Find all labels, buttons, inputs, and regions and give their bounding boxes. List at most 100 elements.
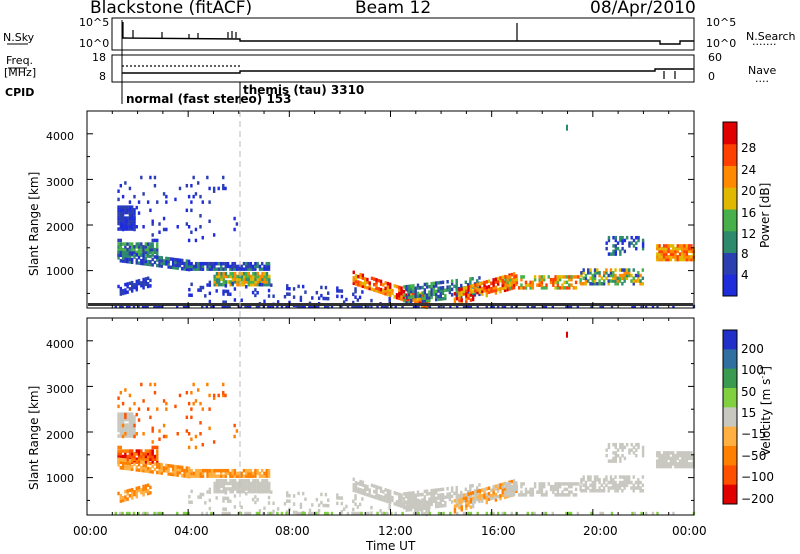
power-pixel — [231, 274, 235, 279]
velocity-pixel — [236, 481, 239, 486]
velocity-pixel — [231, 484, 235, 488]
power-pixel — [146, 276, 150, 281]
power-pixel — [174, 263, 177, 267]
velocity-pixel — [605, 453, 608, 458]
power-pixel — [151, 250, 154, 255]
power-pixel — [441, 280, 445, 285]
velocity-pixel — [458, 505, 461, 510]
power-pixel — [441, 296, 445, 301]
velocity-pixel — [674, 462, 677, 466]
velocity-pixel — [128, 417, 132, 422]
velocity-pixel — [582, 475, 585, 479]
power-pixel — [540, 286, 544, 290]
power-pixel — [121, 194, 125, 199]
velocity-pixel — [258, 471, 262, 476]
power-pixel — [685, 244, 689, 248]
power-pixel — [286, 284, 289, 288]
power-pixel — [133, 221, 136, 226]
power-pixel — [133, 216, 136, 221]
velocity-pixel — [637, 480, 640, 485]
velocity-pixel — [485, 500, 488, 505]
power-pixel — [156, 250, 159, 255]
power-pixel — [487, 287, 491, 292]
velocity-pixel — [201, 407, 204, 411]
velocity-pixel — [635, 448, 638, 452]
power-pixel — [551, 304, 555, 309]
velocity-pixel — [208, 393, 211, 398]
power-pixel — [609, 268, 613, 272]
velocity-pixel — [124, 452, 127, 456]
velocity-pixel — [317, 508, 321, 513]
power-pixel — [231, 267, 234, 271]
power-pixel — [146, 259, 150, 264]
power-pixel — [131, 227, 134, 231]
power-pixel — [178, 258, 182, 262]
velocity-pixel — [366, 493, 369, 497]
power-pixel — [577, 275, 580, 279]
velocity-pixel — [153, 390, 157, 395]
velocity-pixel — [155, 511, 158, 516]
power-pixel — [352, 281, 355, 286]
power-pixel — [474, 288, 477, 293]
power-pixel — [314, 304, 318, 309]
power-pixel — [405, 295, 408, 300]
velocity-pixel — [425, 505, 429, 510]
power-pixel — [156, 247, 159, 252]
velocity-pixel — [162, 468, 166, 473]
power-pixel — [450, 287, 454, 292]
velocity-pixel — [117, 404, 120, 409]
power-pixel — [208, 280, 212, 285]
power-pixel — [366, 277, 369, 282]
power-pixel — [261, 280, 264, 284]
velocity-pixel — [142, 460, 145, 465]
power-pixel — [119, 259, 123, 263]
velocity-pixel — [628, 451, 631, 455]
power-pixel — [683, 246, 686, 251]
power-pixel — [117, 250, 120, 255]
power-pixel — [478, 276, 481, 280]
power-pixel — [176, 260, 179, 265]
power-pixel — [254, 261, 257, 266]
power-pixel — [625, 268, 629, 272]
velocity-pixel — [456, 503, 459, 508]
power-pixel — [421, 285, 424, 290]
power-pixel — [261, 283, 264, 287]
power-pixel — [181, 266, 184, 271]
velocity-pixel — [124, 498, 127, 502]
power-pixel — [247, 261, 250, 266]
velocity-pixel — [504, 490, 507, 494]
velocity-pixel — [416, 498, 420, 503]
velocity-pixel — [605, 448, 608, 452]
power-pixel — [121, 304, 124, 309]
power-pixel — [151, 263, 154, 267]
power-pixel — [359, 275, 362, 280]
velocity-pixel — [114, 511, 117, 516]
power-pixel — [481, 289, 484, 294]
velocity-pixel — [377, 485, 381, 490]
velocity-pixel — [379, 494, 383, 499]
velocity-pixel — [298, 511, 302, 516]
velocity-pixel — [121, 420, 125, 425]
power-pixel — [121, 251, 125, 255]
velocity-pixel — [137, 460, 141, 464]
velocity-pixel — [252, 487, 255, 491]
velocity-pixel — [439, 501, 442, 506]
velocity-pixel — [317, 511, 320, 516]
power-pixel — [363, 285, 367, 289]
velocity-pixel — [658, 456, 661, 461]
power-pixel — [407, 287, 411, 291]
power-pixel — [567, 304, 570, 309]
power-pixel — [140, 245, 143, 249]
velocity-pixel — [469, 511, 473, 516]
power-pixel — [633, 304, 636, 309]
velocity-pixel — [233, 484, 237, 488]
power-pixel — [423, 299, 427, 303]
velocity-pixel — [124, 466, 127, 471]
power-pixel — [662, 252, 666, 256]
power-pixel — [261, 277, 264, 281]
vel-cbtick-100: 100 — [741, 363, 764, 377]
velocity-pixel — [460, 501, 463, 506]
velocity-pixel — [231, 481, 235, 486]
power-pixel — [322, 296, 325, 301]
